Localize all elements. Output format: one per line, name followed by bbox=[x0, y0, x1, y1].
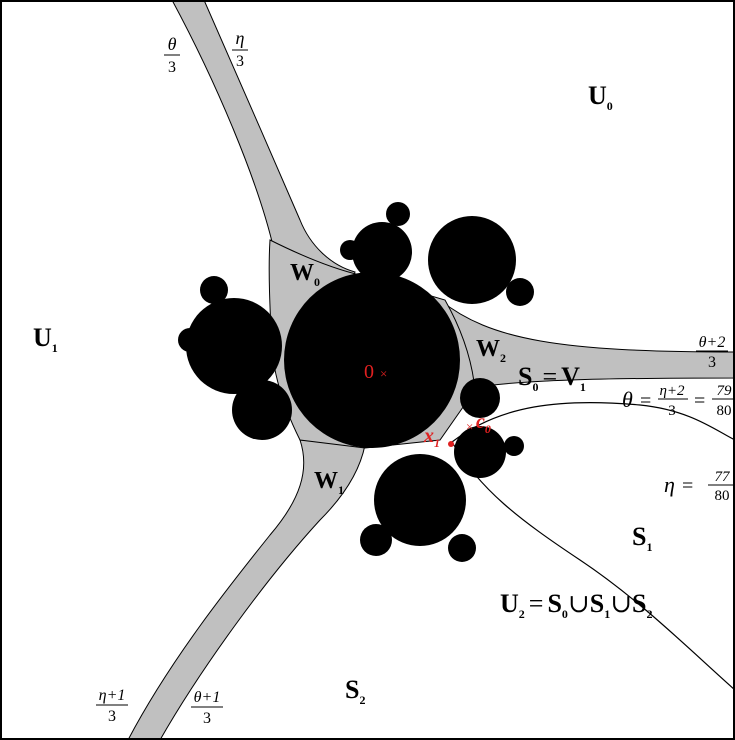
frac-eta-plus-1: η+1 3 bbox=[96, 687, 128, 725]
svg-text:η: η bbox=[664, 472, 675, 497]
filled-julia-set bbox=[178, 202, 534, 562]
right-small-bulb bbox=[460, 378, 500, 418]
lower-bulb bbox=[374, 454, 466, 546]
decoration-2 bbox=[506, 278, 534, 306]
svg-text:=: = bbox=[682, 475, 693, 497]
svg-text:3: 3 bbox=[203, 710, 211, 727]
upper-left-bulb bbox=[352, 222, 412, 282]
svg-text:80: 80 bbox=[715, 488, 730, 504]
label-W0: W0 bbox=[290, 260, 320, 289]
left-bulb bbox=[186, 298, 282, 394]
c0-label: c0 bbox=[476, 411, 491, 436]
region-labels: U0 U1 S1 S2 S0 = V1 U2 = S0∪S1∪S2 bbox=[33, 81, 652, 707]
frac-theta-plus-1: θ+1 3 bbox=[191, 689, 223, 727]
svg-text:θ+2: θ+2 bbox=[699, 334, 726, 351]
main-component bbox=[284, 272, 460, 448]
svg-text:3: 3 bbox=[708, 354, 716, 371]
label-S2: S2 bbox=[345, 675, 365, 707]
svg-text:79: 79 bbox=[717, 383, 733, 399]
svg-text:3: 3 bbox=[108, 708, 116, 725]
origin-cross-icon: × bbox=[380, 366, 387, 381]
decoration-4 bbox=[178, 328, 202, 352]
label-S0-eq-V1: S0 = V1 bbox=[518, 362, 586, 394]
x1-dot bbox=[448, 441, 454, 447]
svg-text:η+1: η+1 bbox=[99, 687, 126, 704]
svg-text:θ: θ bbox=[622, 387, 633, 412]
origin-label: 0 bbox=[364, 361, 374, 383]
theta-equation: θ = η+2 3 = 79 80 bbox=[622, 383, 735, 419]
ray-theta bbox=[451, 402, 735, 443]
band-lower bbox=[127, 439, 366, 740]
decoration-1 bbox=[386, 202, 410, 226]
svg-text:77: 77 bbox=[715, 469, 732, 485]
label-W1: W1 bbox=[314, 468, 344, 497]
svg-text:3: 3 bbox=[168, 59, 176, 76]
svg-text:3: 3 bbox=[668, 403, 676, 419]
label-U1: U1 bbox=[33, 323, 58, 355]
decoration-6 bbox=[448, 534, 476, 562]
decoration-3 bbox=[200, 276, 228, 304]
lower-left-bulb bbox=[232, 380, 292, 440]
decoration-5 bbox=[360, 524, 392, 556]
svg-text:η: η bbox=[236, 28, 245, 48]
label-U2-union: U2 = S0∪S1∪S2 bbox=[500, 589, 652, 621]
x1-label: x1 bbox=[423, 425, 440, 450]
label-W2: W2 bbox=[476, 336, 506, 365]
upper-right-bulb bbox=[428, 216, 516, 304]
svg-text:=: = bbox=[640, 390, 651, 412]
label-U0: U0 bbox=[588, 81, 613, 113]
ray-eta bbox=[451, 441, 735, 691]
svg-text:3: 3 bbox=[236, 53, 244, 70]
svg-text:θ+1: θ+1 bbox=[194, 689, 221, 706]
label-S1: S1 bbox=[632, 522, 652, 554]
decoration-7 bbox=[504, 436, 524, 456]
svg-text:θ: θ bbox=[168, 34, 177, 54]
frac-theta-over-3: θ 3 bbox=[164, 34, 180, 76]
frac-theta-plus-2: θ+2 3 bbox=[696, 334, 728, 371]
frac-eta-over-3: η 3 bbox=[232, 28, 248, 70]
c0-cross-icon: × bbox=[466, 419, 473, 434]
angle-labels: θ 3 η 3 θ+2 3 η+1 3 θ+1 3 θ = η+2 bbox=[96, 28, 735, 727]
eta-equation: η = 77 80 bbox=[664, 469, 735, 504]
svg-text:η+2: η+2 bbox=[659, 383, 685, 399]
svg-text:=: = bbox=[694, 390, 705, 412]
point-markers: 0 × x1 × c0 bbox=[364, 361, 491, 450]
decoration-8 bbox=[340, 240, 360, 260]
ray-layer bbox=[451, 402, 735, 691]
band-labels: W0 W1 W2 bbox=[290, 260, 506, 497]
svg-text:80: 80 bbox=[717, 403, 732, 419]
lower-right-bulb bbox=[454, 426, 506, 478]
